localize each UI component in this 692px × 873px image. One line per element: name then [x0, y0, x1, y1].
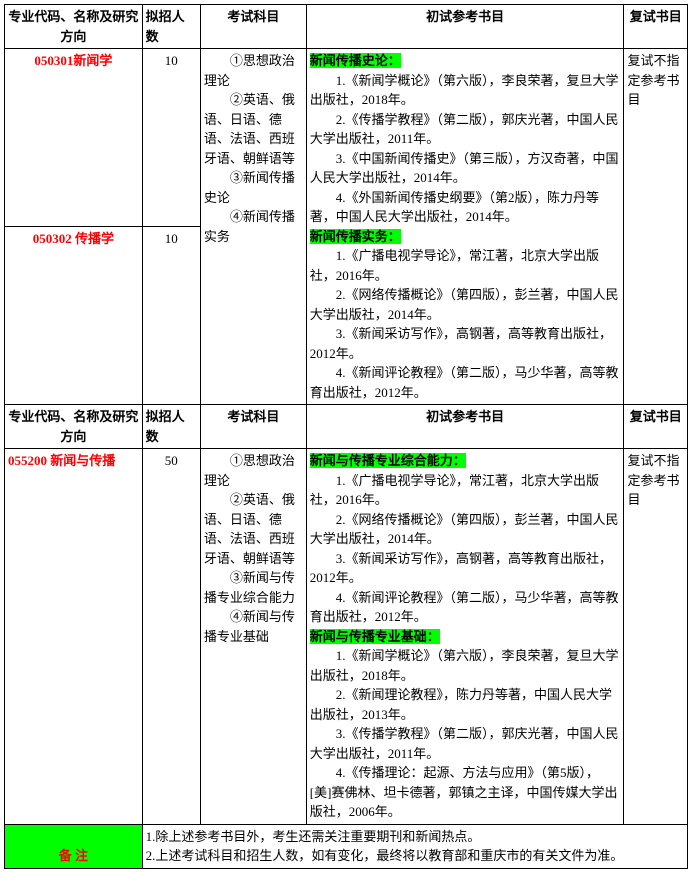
hdr2-code: 专业代码、名称及研究方向: [5, 405, 143, 449]
books1-b2: 2.《传播学教程》（第二版），郭庆光著，中国人民大学出版社，2011年。: [310, 110, 621, 149]
books2-h2: 新闻与传播专业基础：: [310, 629, 440, 644]
row-050301: 050301新闻学 10 ①思想政治理论 ②英语、俄语、日语、德语、法语、西班牙…: [5, 49, 688, 227]
code-055200: 055200 新闻与传播: [5, 449, 143, 825]
books1-b3: 3.《中国新闻传播史》（第三版），方汉奇著，中国人民大学出版社，2014年。: [310, 149, 621, 188]
num-050302: 10: [142, 227, 200, 405]
exam2-l3: ③新闻与传播专业综合能力: [204, 568, 303, 607]
books1-b1: 1.《新闻学概论》（第六版），李良荣著，复旦大学出版社，2018年。: [310, 71, 621, 110]
fushi-1: 复试不指定参考书目: [624, 49, 688, 405]
header-row-2: 专业代码、名称及研究方向 拟招人数 考试科目 初试参考书目 复试书目: [5, 405, 688, 449]
books1-h1: 新闻传播史论：: [310, 53, 401, 68]
books2-b2: 2.《网络传播概论》（第四版），彭兰著，中国人民大学出版社，2014年。: [310, 510, 621, 549]
books2-b8: 4.《传播理论：起源、方法与应用》（第5版），[美]赛佛林、坦卡德著，郭镇之主译…: [310, 763, 621, 822]
books1-b4: 4.《外国新闻传播史纲要》（第2版），陈力丹等著，中国人民大学出版社，2014年…: [310, 188, 621, 227]
exam1-l1: ①思想政治理论: [204, 51, 303, 90]
program-table: 专业代码、名称及研究方向 拟招人数 考试科目 初试参考书目 复试书目 05030…: [4, 4, 688, 869]
books2-b4: 4.《新闻评论教程》（第二版），马少华著，高等教育出版社，2012年。: [310, 588, 621, 627]
hdr-exam: 考试科目: [200, 5, 306, 49]
code-050302: 050302 传播学: [5, 227, 143, 405]
hdr-num: 拟招人数: [142, 5, 200, 49]
books1-b8: 4.《新闻评论教程》（第二版），马少华著，高等教育出版社，2012年。: [310, 363, 621, 402]
books1-b5: 1.《广播电视学导论》，常江著，北京大学出版社，2016年。: [310, 246, 621, 285]
fushi-2: 复试不指定参考书目: [624, 449, 688, 825]
hdr-books: 初试参考书目: [306, 5, 624, 49]
header-row-1: 专业代码、名称及研究方向 拟招人数 考试科目 初试参考书目 复试书目: [5, 5, 688, 49]
exam2-l2: ②英语、俄语、日语、德语、法语、西班牙语、朝鲜语等: [204, 490, 303, 568]
exam1-l4: ④新闻传播实务: [204, 207, 303, 246]
note-row: 备 注 1.除上述参考书目外，考生还需关注重要期刊和新闻热点。 2.上述考试科目…: [5, 824, 688, 868]
row-055200: 055200 新闻与传播 50 ①思想政治理论 ②英语、俄语、日语、德语、法语、…: [5, 449, 688, 825]
hdr2-fushi: 复试书目: [624, 405, 688, 449]
books2-h1: 新闻与传播专业综合能力：: [310, 453, 466, 468]
code-050301: 050301新闻学: [5, 49, 143, 227]
note-l1: 1.除上述参考书目外，考生还需关注重要期刊和新闻热点。: [146, 827, 684, 847]
exam2-l1: ①思想政治理论: [204, 451, 303, 490]
hdr2-exam: 考试科目: [200, 405, 306, 449]
books2-b5: 1.《新闻学概论》（第六版），李良荣著，复旦大学出版社，2018年。: [310, 646, 621, 685]
books-block-1: 新闻传播史论： 1.《新闻学概论》（第六版），李良荣著，复旦大学出版社，2018…: [306, 49, 624, 405]
books1-b6: 2.《网络传播概论》（第四版），彭兰著，中国人民大学出版社，2014年。: [310, 285, 621, 324]
note-text: 1.除上述参考书目外，考生还需关注重要期刊和新闻热点。 2.上述考试科目和招生人…: [142, 824, 687, 868]
books-block-2: 新闻与传播专业综合能力： 1.《广播电视学导论》，常江著，北京大学出版社，201…: [306, 449, 624, 825]
exam-block-2: ①思想政治理论 ②英语、俄语、日语、德语、法语、西班牙语、朝鲜语等 ③新闻与传播…: [200, 449, 306, 825]
note-l2: 2.上述考试科目和招生人数，如有变化，最终将以教育部和重庆市的有关文件为准。: [146, 846, 684, 866]
hdr-code: 专业代码、名称及研究方向: [5, 5, 143, 49]
books2-b6: 2.《新闻理论教程》，陈力丹等著，中国人民大学出版社，2013年。: [310, 685, 621, 724]
note-label: 备 注: [5, 824, 143, 868]
exam-block-1: ①思想政治理论 ②英语、俄语、日语、德语、法语、西班牙语、朝鲜语等 ③新闻传播史…: [200, 49, 306, 405]
exam1-l3: ③新闻传播史论: [204, 168, 303, 207]
books2-b3: 3.《新闻采访写作》，高钢著，高等教育出版社，2012年。: [310, 549, 621, 588]
books2-b1: 1.《广播电视学导论》，常江著，北京大学出版社，2016年。: [310, 471, 621, 510]
num-055200: 50: [142, 449, 200, 825]
num-050301: 10: [142, 49, 200, 227]
books1-h2: 新闻传播实务：: [310, 229, 401, 244]
books2-b7: 3.《传播学教程》（第二版），郭庆光著，中国人民大学出版社，2011年。: [310, 724, 621, 763]
hdr2-num: 拟招人数: [142, 405, 200, 449]
exam1-l2: ②英语、俄语、日语、德语、法语、西班牙语、朝鲜语等: [204, 90, 303, 168]
exam2-l4: ④新闻与传播专业基础: [204, 607, 303, 646]
hdr-fushi: 复试书目: [624, 5, 688, 49]
hdr2-books: 初试参考书目: [306, 405, 624, 449]
books1-b7: 3.《新闻采访写作》，高钢著，高等教育出版社，2012年。: [310, 324, 621, 363]
